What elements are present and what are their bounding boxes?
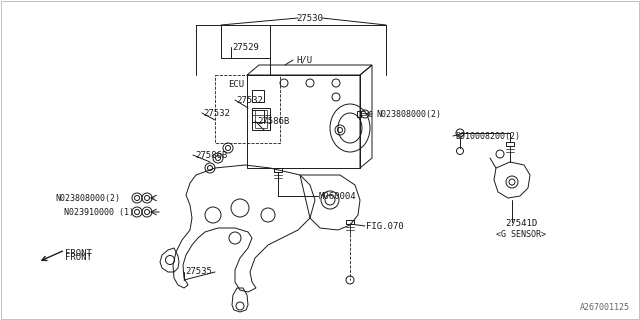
Bar <box>252 110 264 122</box>
Bar <box>506 142 514 146</box>
Text: M060004: M060004 <box>319 191 356 201</box>
Bar <box>252 90 264 102</box>
Text: 27530: 27530 <box>296 13 323 22</box>
Bar <box>255 110 267 128</box>
Bar <box>357 111 361 117</box>
Bar <box>346 220 354 224</box>
Text: ECU: ECU <box>228 79 244 89</box>
Bar <box>274 168 282 172</box>
Text: N023808000(2): N023808000(2) <box>376 109 441 118</box>
Text: FRONT: FRONT <box>65 250 92 259</box>
Text: 27586B: 27586B <box>195 150 227 159</box>
Text: FRONT: FRONT <box>65 253 92 262</box>
Text: 27586B: 27586B <box>257 116 289 125</box>
Text: FIG.070: FIG.070 <box>366 221 404 230</box>
Bar <box>247 75 360 168</box>
Text: 27532: 27532 <box>236 95 263 105</box>
Text: 27532: 27532 <box>203 108 230 117</box>
Text: 27529: 27529 <box>232 43 259 52</box>
Text: N023910000 (1): N023910000 (1) <box>64 207 134 217</box>
Text: H/U: H/U <box>296 55 312 65</box>
Bar <box>215 75 280 143</box>
Text: 27535: 27535 <box>185 268 212 276</box>
Text: 27541D: 27541D <box>505 219 537 228</box>
Bar <box>252 108 270 130</box>
Text: N023808000(2): N023808000(2) <box>55 194 120 203</box>
Text: B010008200(2): B010008200(2) <box>455 132 520 140</box>
Text: <G SENSOR>: <G SENSOR> <box>496 229 546 238</box>
Text: A267001125: A267001125 <box>580 303 630 312</box>
